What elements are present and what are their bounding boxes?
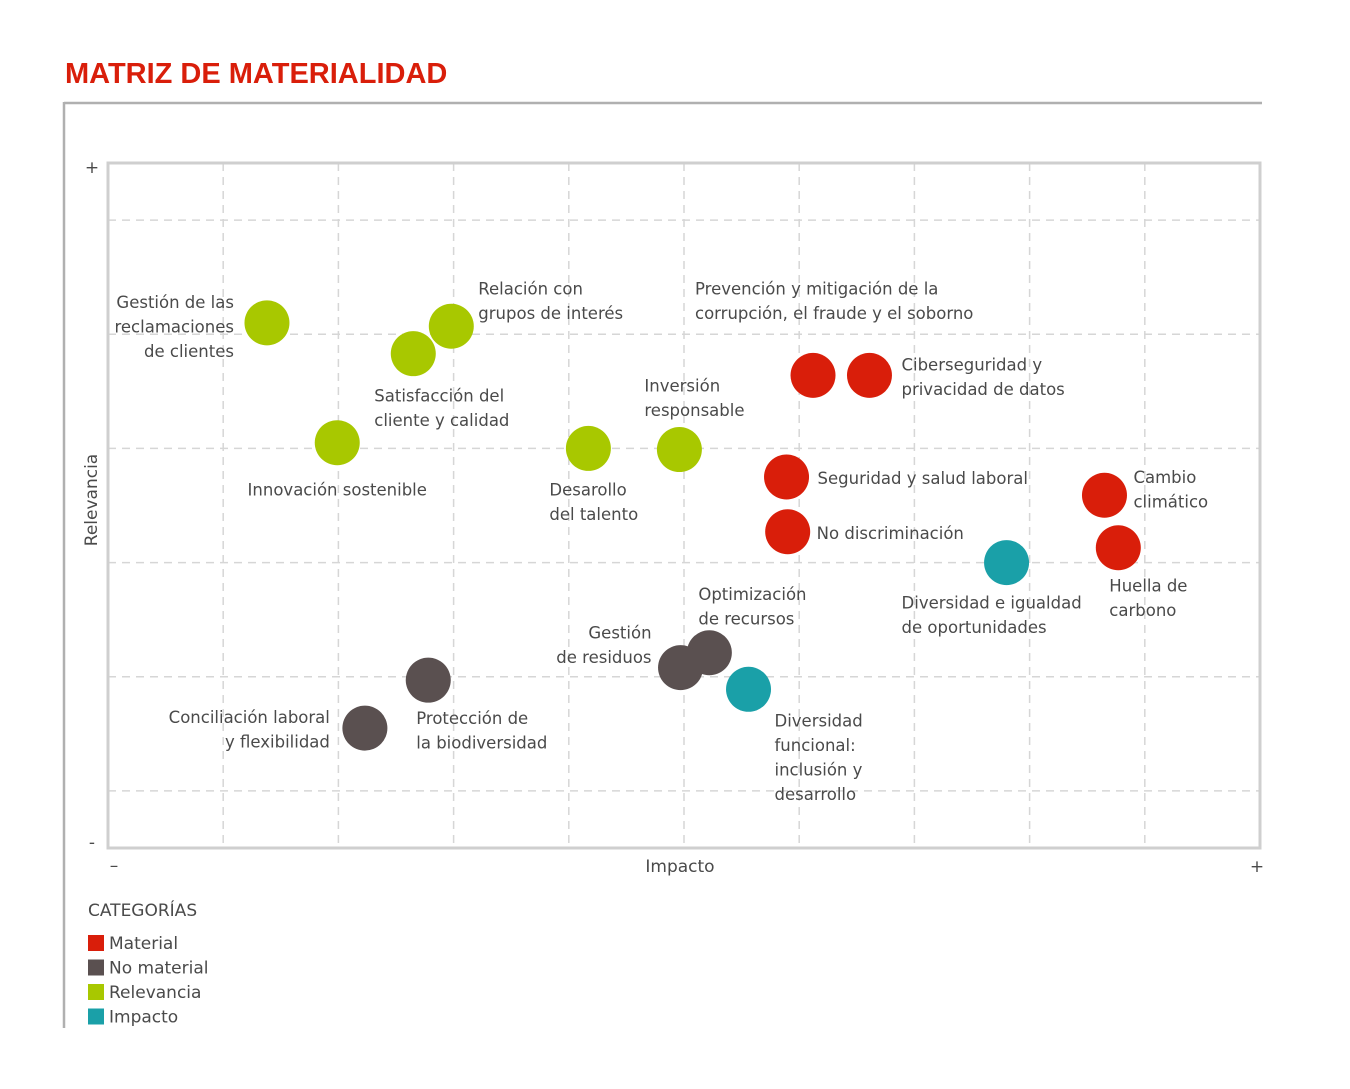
point-marker-impacto bbox=[984, 540, 1030, 586]
point-label: Cambio bbox=[1133, 468, 1196, 487]
point-label: corrupción, el fraude y el soborno bbox=[695, 304, 973, 323]
data-point: Innovación sostenible bbox=[248, 420, 427, 500]
data-point: Huella de carbono bbox=[1095, 525, 1187, 620]
point-marker-relevancia bbox=[428, 303, 474, 349]
data-point: Optimización de recursos bbox=[686, 585, 807, 676]
legend-item-label: Relevancia bbox=[109, 983, 201, 1003]
point-marker-no-material bbox=[658, 645, 704, 691]
point-label: Ciberseguridad y bbox=[901, 355, 1042, 374]
chart-title: MATRIZ DE MATERIALIDAD bbox=[65, 58, 447, 90]
point-marker-material bbox=[1081, 472, 1127, 518]
legend-item-label: Impacto bbox=[109, 1008, 178, 1028]
legend-swatch-no-material bbox=[88, 959, 104, 976]
point-label: Desarollo bbox=[549, 480, 626, 499]
legend-swatch-relevancia bbox=[88, 984, 104, 1000]
point-label: Huella de bbox=[1109, 577, 1187, 596]
point-label: del talento bbox=[549, 505, 638, 524]
y-axis-label: Relevancia bbox=[82, 454, 102, 546]
point-label: Gestión bbox=[588, 624, 651, 643]
data-point: Diversidad e igualdad de oportunidades bbox=[902, 540, 1082, 637]
point-marker-relevancia bbox=[565, 425, 611, 471]
x-min-label: – bbox=[110, 856, 119, 876]
point-label: Conciliación laboral bbox=[169, 708, 330, 727]
point-marker-material bbox=[846, 352, 892, 398]
point-label: inclusión y bbox=[775, 760, 863, 779]
point-label: grupos de interés bbox=[478, 304, 623, 323]
point-label: de residuos bbox=[556, 648, 651, 667]
data-point: Diversidad funcional: inclusión y desarroll… bbox=[726, 666, 863, 804]
legend: CATEGORÍAS Material No material Relevancia… bbox=[88, 899, 208, 1028]
point-marker-material bbox=[1095, 525, 1141, 571]
data-point: Prevención y mitigación de la corrupción,… bbox=[695, 279, 973, 398]
point-label: cliente y calidad bbox=[374, 411, 509, 430]
data-point: Gestión de las reclamaciones de clientes bbox=[114, 293, 290, 361]
point-label: Gestión de las bbox=[116, 293, 234, 312]
y-min-label: - bbox=[89, 833, 95, 853]
point-marker-material bbox=[790, 352, 836, 398]
point-label: climático bbox=[1133, 493, 1208, 512]
point-marker-material bbox=[765, 509, 811, 555]
data-point: Gestión de residuos bbox=[556, 624, 704, 691]
point-label: Diversidad bbox=[775, 711, 863, 730]
data-point: Inversión responsable bbox=[644, 377, 745, 473]
point-label: privacidad de datos bbox=[901, 380, 1064, 399]
point-marker-relevancia bbox=[390, 331, 436, 377]
points: Gestión de las reclamaciones de clientes Re… bbox=[114, 279, 1208, 804]
point-label: Inversión bbox=[644, 377, 720, 396]
point-label: responsable bbox=[644, 401, 744, 420]
point-label: Optimización bbox=[698, 585, 806, 604]
point-label: la biodiversidad bbox=[416, 734, 547, 753]
point-label: de clientes bbox=[144, 342, 234, 361]
data-point: Desarollo del talento bbox=[549, 425, 638, 524]
legend-swatch-impacto bbox=[88, 1008, 104, 1025]
legend-item-label: No material bbox=[109, 959, 208, 979]
point-marker-relevancia bbox=[314, 420, 360, 466]
point-label: Innovación sostenible bbox=[248, 481, 427, 500]
legend-swatch-material bbox=[88, 935, 104, 951]
data-point: Ciberseguridad y privacidad de datos bbox=[846, 352, 1065, 399]
point-marker-relevancia bbox=[656, 427, 702, 473]
point-label: desarrollo bbox=[775, 785, 857, 804]
plot-border bbox=[106, 161, 1262, 850]
point-label: funcional: bbox=[775, 736, 856, 755]
data-point: Conciliación laboral y flexibilidad bbox=[169, 705, 388, 752]
point-marker-no-material bbox=[342, 705, 388, 751]
point-label: Seguridad y salud laboral bbox=[818, 469, 1028, 488]
data-point: Seguridad y salud laboral bbox=[764, 454, 1028, 500]
point-label: No discriminación bbox=[817, 524, 964, 543]
data-point: Cambio climático bbox=[1081, 468, 1208, 518]
point-label: Diversidad e igualdad bbox=[902, 594, 1082, 613]
data-point: No discriminación bbox=[765, 509, 964, 555]
legend-title: CATEGORÍAS bbox=[88, 899, 197, 921]
x-axis-label: Impacto bbox=[645, 857, 714, 877]
y-max-label: + bbox=[85, 158, 99, 178]
point-label: de oportunidades bbox=[902, 618, 1047, 637]
point-marker-material bbox=[764, 454, 810, 500]
x-max-label: + bbox=[1250, 857, 1264, 877]
legend-item-label: Material bbox=[109, 934, 178, 954]
point-marker-no-material bbox=[405, 657, 451, 703]
point-label: de recursos bbox=[698, 609, 794, 628]
point-label: Relación con bbox=[478, 279, 583, 298]
point-marker-relevancia bbox=[244, 300, 290, 346]
data-point: Relación con grupos de interés bbox=[428, 279, 623, 349]
point-marker-impacto bbox=[726, 666, 772, 712]
point-label: Protección de bbox=[416, 709, 528, 728]
data-point: Satisfacción del cliente y calidad bbox=[374, 331, 509, 430]
point-label: carbono bbox=[1109, 601, 1176, 620]
data-point: Protección de la biodiversidad bbox=[405, 657, 547, 753]
point-label: Satisfacción del bbox=[374, 387, 504, 406]
point-label: Prevención y mitigación de la bbox=[695, 279, 938, 298]
point-label: reclamaciones bbox=[114, 317, 233, 336]
point-label: y flexibilidad bbox=[225, 733, 330, 752]
